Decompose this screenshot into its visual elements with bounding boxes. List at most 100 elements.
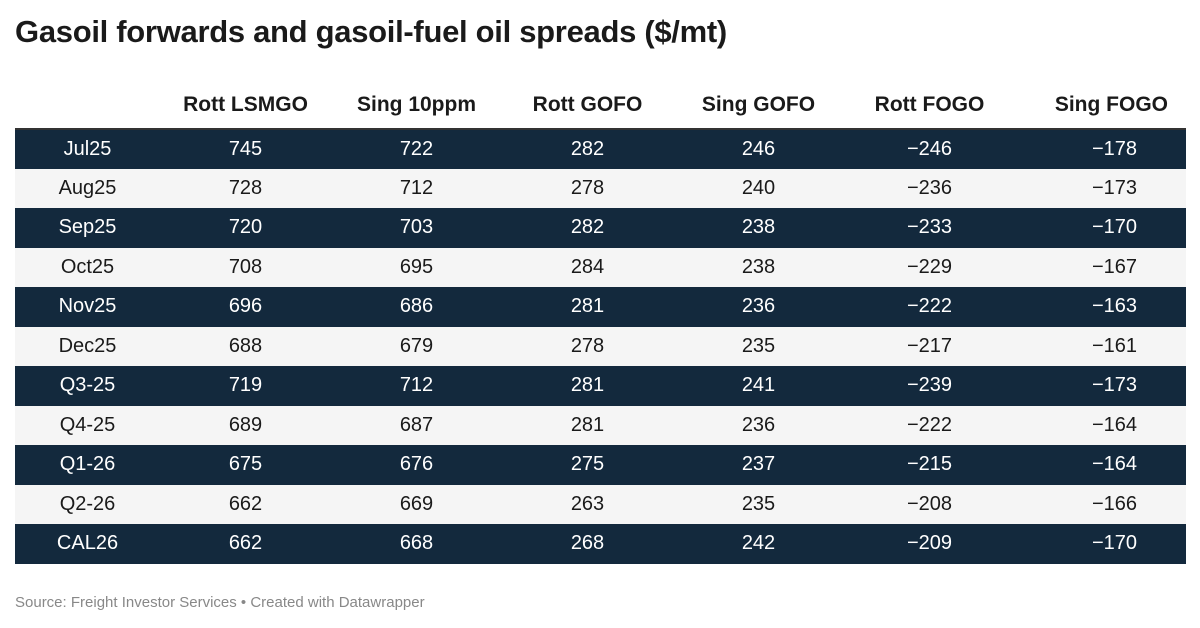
table-cell: 722 (331, 129, 502, 169)
table-row: Q1-26 675 676 275 237 −215 −164 (15, 445, 1186, 485)
table-body: Jul25 745 722 282 246 −246 −178 Aug25 728 712 278 2… (15, 129, 1186, 564)
table-cell: 712 (331, 168, 502, 208)
table-cell: −239 (844, 366, 1015, 406)
row-label-cell: Sep25 (15, 208, 160, 248)
table-cell: 708 (160, 247, 331, 287)
table-cell: −173 (1015, 168, 1186, 208)
table-cell: −217 (844, 326, 1015, 366)
table-cell: 263 (502, 484, 673, 524)
table-cell: 240 (673, 168, 844, 208)
table-cell: 278 (502, 168, 673, 208)
table-cell: 284 (502, 247, 673, 287)
row-label-cell: Q3-25 (15, 366, 160, 406)
table-cell: −222 (844, 287, 1015, 327)
table-cell: 720 (160, 208, 331, 248)
table-cell: 669 (331, 484, 502, 524)
table-row: Aug25 728 712 278 240 −236 −173 (15, 168, 1186, 208)
table-row: Dec25 688 679 278 235 −217 −161 (15, 326, 1186, 366)
table-cell: 703 (331, 208, 502, 248)
data-table: Rott LSMGO Sing 10ppm Rott GOFO Sing GOF… (15, 82, 1186, 564)
table-cell: −164 (1015, 405, 1186, 445)
table-cell: −178 (1015, 129, 1186, 169)
row-label-cell: Aug25 (15, 168, 160, 208)
table-cell: −164 (1015, 445, 1186, 485)
header-row: Rott LSMGO Sing 10ppm Rott GOFO Sing GOF… (15, 82, 1186, 130)
table-cell: −233 (844, 208, 1015, 248)
table-cell: −163 (1015, 287, 1186, 327)
table-cell: 696 (160, 287, 331, 327)
table-cell: 662 (160, 524, 331, 564)
table-cell: 236 (673, 287, 844, 327)
row-label-cell: Nov25 (15, 287, 160, 327)
row-label-cell: CAL26 (15, 524, 160, 564)
table-cell: 237 (673, 445, 844, 485)
column-header: Rott FOGO (844, 82, 1015, 130)
table-cell: 712 (331, 366, 502, 406)
table-row: Sep25 720 703 282 238 −233 −170 (15, 208, 1186, 248)
column-header: Sing FOGO (1015, 82, 1186, 130)
table-row: Q4-25 689 687 281 236 −222 −164 (15, 405, 1186, 445)
table-row: Q3-25 719 712 281 241 −239 −173 (15, 366, 1186, 406)
table-cell: 278 (502, 326, 673, 366)
table-cell: 719 (160, 366, 331, 406)
table-cell: −170 (1015, 524, 1186, 564)
table-cell: 728 (160, 168, 331, 208)
table-cell: −222 (844, 405, 1015, 445)
table-cell: 686 (331, 287, 502, 327)
table-cell: −167 (1015, 247, 1186, 287)
table-cell: 675 (160, 445, 331, 485)
column-header: Sing GOFO (673, 82, 844, 130)
table-row: Jul25 745 722 282 246 −246 −178 (15, 129, 1186, 169)
table-cell: −215 (844, 445, 1015, 485)
table-cell: −166 (1015, 484, 1186, 524)
table-cell: −209 (844, 524, 1015, 564)
row-label-cell: Oct25 (15, 247, 160, 287)
row-label-cell: Q2-26 (15, 484, 160, 524)
table-cell: 241 (673, 366, 844, 406)
table-cell: −161 (1015, 326, 1186, 366)
table-cell: 687 (331, 405, 502, 445)
table-cell: 238 (673, 208, 844, 248)
chart-title: Gasoil forwards and gasoil-fuel oil spre… (15, 14, 727, 49)
table-row: Q2-26 662 669 263 235 −208 −166 (15, 484, 1186, 524)
table-row: CAL26 662 668 268 242 −209 −170 (15, 524, 1186, 564)
table-cell: 275 (502, 445, 673, 485)
table-cell: 268 (502, 524, 673, 564)
row-label-cell: Q1-26 (15, 445, 160, 485)
table-cell: 662 (160, 484, 331, 524)
table-cell: 745 (160, 129, 331, 169)
column-header: Rott LSMGO (160, 82, 331, 130)
table-cell: −229 (844, 247, 1015, 287)
table-cell: 282 (502, 208, 673, 248)
table-cell: 281 (502, 405, 673, 445)
column-header (15, 82, 160, 130)
table-cell: −170 (1015, 208, 1186, 248)
table-cell: 281 (502, 366, 673, 406)
table-cell: 238 (673, 247, 844, 287)
table-cell: 695 (331, 247, 502, 287)
row-label-cell: Q4-25 (15, 405, 160, 445)
table-cell: 689 (160, 405, 331, 445)
row-label-cell: Dec25 (15, 326, 160, 366)
column-header: Sing 10ppm (331, 82, 502, 130)
table-cell: −173 (1015, 366, 1186, 406)
table-cell: 246 (673, 129, 844, 169)
column-header: Rott GOFO (502, 82, 673, 130)
table-cell: 236 (673, 405, 844, 445)
row-label-cell: Jul25 (15, 129, 160, 169)
table-cell: 242 (673, 524, 844, 564)
table-cell: −246 (844, 129, 1015, 169)
table-cell: 235 (673, 326, 844, 366)
table-cell: 668 (331, 524, 502, 564)
table-cell: −208 (844, 484, 1015, 524)
table-cell: 235 (673, 484, 844, 524)
table-cell: 282 (502, 129, 673, 169)
source-footer: Source: Freight Investor Services • Crea… (15, 594, 425, 611)
table-cell: 679 (331, 326, 502, 366)
table-row: Nov25 696 686 281 236 −222 −163 (15, 287, 1186, 327)
table-cell: −236 (844, 168, 1015, 208)
table-cell: 688 (160, 326, 331, 366)
table-cell: 676 (331, 445, 502, 485)
table-cell: 281 (502, 287, 673, 327)
table-row: Oct25 708 695 284 238 −229 −167 (15, 247, 1186, 287)
